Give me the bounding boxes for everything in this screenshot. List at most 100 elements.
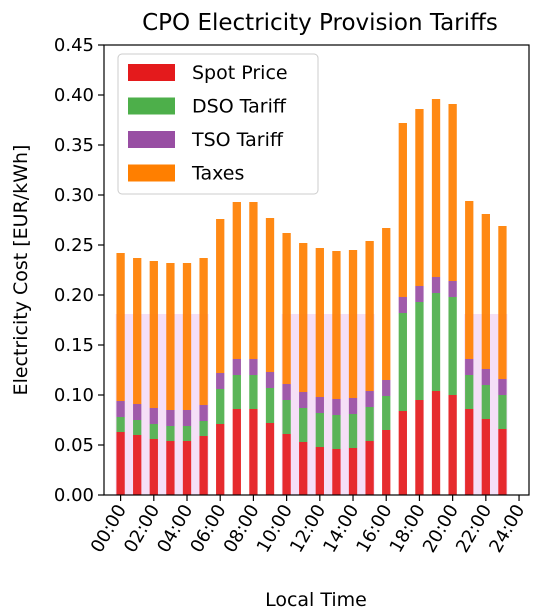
plot-frame (103, 44, 530, 496)
bar-dso-tariff-18 (415, 302, 424, 400)
bar-dso-tariff-4 (182, 426, 192, 441)
bar-tso-tariff-8 (249, 359, 258, 375)
bar-taxes-23 (498, 226, 507, 379)
bar-dso-tariff-11 (299, 408, 308, 442)
bar-dso-tariff-21 (465, 375, 474, 409)
bar-taxes-6 (216, 219, 225, 373)
chart-title: CPO Electricity Provision Tariffs (142, 10, 498, 36)
bar-spot-price-10 (282, 434, 291, 495)
bar-tso-tariff-4 (182, 410, 192, 426)
x-axis-label: Local Time (265, 589, 367, 611)
bar-spot-price-9 (265, 423, 275, 495)
bar-tso-tariff-16 (382, 380, 391, 396)
bar-spot-price-17 (398, 411, 407, 495)
bar-dso-tariff-16 (382, 396, 391, 430)
bar-spot-price-22 (481, 419, 490, 495)
bar-taxes-14 (348, 250, 358, 398)
bar-tso-tariff-5 (199, 405, 208, 421)
y-tick-label-1: 0.05 (54, 435, 94, 456)
bar-taxes-2 (149, 261, 158, 408)
legend-frame (117, 53, 319, 195)
bar-dso-tariff-17 (398, 313, 407, 411)
bar-spot-price-20 (448, 395, 457, 495)
bar-taxes-10 (282, 233, 291, 384)
bar-spot-price-4 (182, 441, 192, 495)
bar-tso-tariff-15 (365, 391, 374, 407)
bar-tso-tariff-13 (332, 399, 341, 415)
bar-dso-tariff-0 (116, 417, 125, 432)
legend-swatch-spot-price (128, 64, 175, 81)
y-tick-label-9: 0.45 (54, 35, 94, 56)
bar-dso-tariff-14 (348, 414, 358, 448)
bar-tso-tariff-22 (481, 369, 490, 385)
y-axis-label: Electricity Cost [EUR/kWh] (10, 145, 32, 396)
legend: Spot Price DSO Tariff TSO Tariff Taxes (117, 53, 319, 195)
bar-taxes-17 (398, 123, 407, 297)
y-tick-label-7: 0.35 (54, 135, 94, 156)
bar-dso-tariff-6 (216, 389, 225, 424)
bar-tso-tariff-17 (398, 297, 407, 313)
bar-dso-tariff-5 (199, 421, 208, 436)
bar-spot-price-21 (465, 409, 474, 495)
bar-spot-price-8 (249, 409, 258, 495)
bar-tso-tariff-11 (299, 392, 308, 408)
shaded-band-0 (115, 314, 209, 495)
bar-tso-tariff-6 (216, 373, 225, 389)
bar-spot-price-0 (116, 432, 125, 495)
bar-tso-tariff-3 (166, 410, 175, 426)
bar-spot-price-16 (382, 430, 391, 495)
bar-dso-tariff-7 (232, 375, 241, 409)
bar-dso-tariff-15 (365, 407, 374, 441)
bar-dso-tariff-20 (448, 297, 457, 395)
bar-spot-price-18 (415, 400, 424, 495)
bar-taxes-8 (249, 202, 258, 359)
bar-dso-tariff-9 (265, 388, 275, 423)
bar-dso-tariff-12 (315, 413, 324, 447)
y-tick-label-0: 0.00 (54, 485, 94, 506)
bar-dso-tariff-19 (431, 293, 441, 391)
bar-dso-tariff-22 (481, 385, 490, 419)
y-axis: 0.00 0.05 0.10 0.15 0.20 0.25 0.30 0.35 0.40 0.45 (54, 35, 104, 506)
bar-tso-tariff-7 (232, 359, 241, 375)
bar-tso-tariff-1 (133, 404, 142, 420)
shaded-band-1 (281, 314, 375, 495)
bar-tso-tariff-19 (431, 277, 441, 293)
bar-spot-price-13 (332, 449, 341, 495)
bar-tso-tariff-10 (282, 384, 291, 400)
bar-spot-price-11 (299, 442, 308, 495)
legend-label-tso-tariff: TSO Tariff (191, 129, 284, 151)
y-tick-label-3: 0.15 (54, 335, 94, 356)
bar-spot-price-15 (365, 441, 374, 495)
bar-spot-price-14 (348, 448, 358, 495)
bar-taxes-3 (166, 263, 175, 410)
x-axis: 00:0002:0004:0006:0008:0010:0012:0014:00… (87, 495, 529, 556)
bar-spot-price-2 (149, 439, 158, 495)
bar-spot-price-23 (498, 429, 507, 495)
legend-swatch-dso-tariff (128, 97, 175, 115)
bar-spot-price-19 (431, 391, 441, 495)
bar-dso-tariff-10 (282, 400, 291, 434)
bar-spot-price-7 (232, 409, 241, 495)
bar-spot-price-5 (199, 436, 208, 495)
bar-dso-tariff-23 (498, 395, 507, 429)
legend-swatch-taxes (128, 164, 175, 182)
bar-dso-tariff-13 (332, 415, 341, 449)
bar-spot-price-6 (216, 424, 225, 495)
bar-tso-tariff-20 (448, 281, 457, 297)
bar-taxes-20 (448, 104, 457, 281)
bar-taxes-12 (315, 248, 324, 397)
bar-tso-tariff-2 (149, 408, 158, 424)
bar-taxes-11 (299, 243, 308, 392)
y-tick-label-2: 0.10 (54, 385, 94, 406)
bar-tso-tariff-14 (348, 398, 358, 414)
bar-taxes-5 (199, 258, 208, 405)
bar-tso-tariff-0 (116, 401, 125, 417)
legend-label-dso-tariff: DSO Tariff (192, 96, 287, 118)
bar-taxes-7 (232, 202, 241, 359)
bar-taxes-0 (116, 253, 125, 401)
bar-dso-tariff-2 (149, 424, 158, 439)
bar-taxes-16 (382, 228, 391, 380)
bar-spot-price-1 (133, 435, 142, 495)
legend-swatch-tso-tariff (128, 131, 175, 148)
